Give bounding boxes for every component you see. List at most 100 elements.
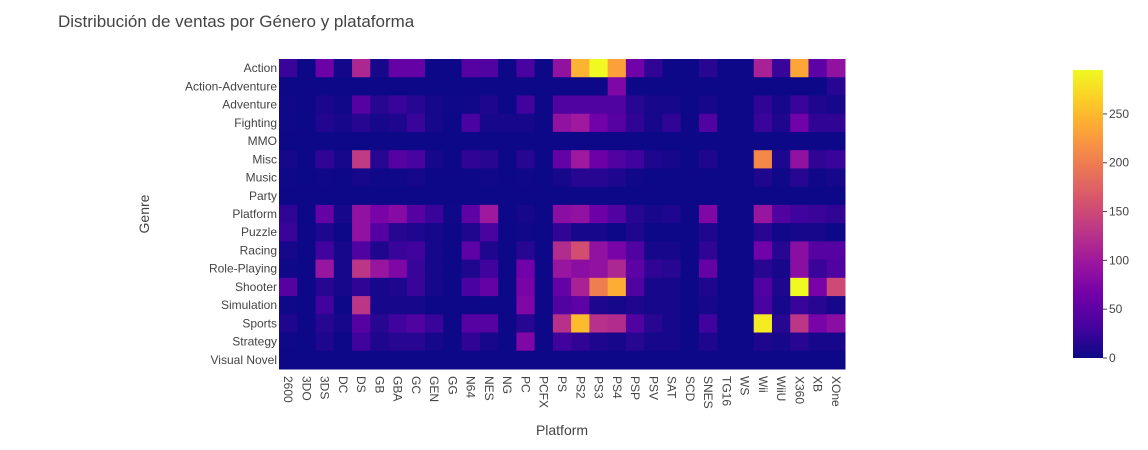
heatmap-cell bbox=[315, 186, 335, 206]
heatmap-cell bbox=[297, 168, 317, 188]
heatmap-cell bbox=[826, 241, 846, 261]
heatmap-cell bbox=[735, 277, 755, 297]
heatmap-cell bbox=[662, 350, 682, 370]
heatmap-cell bbox=[388, 131, 408, 151]
heatmap-cell bbox=[571, 186, 590, 206]
heatmap-cell bbox=[753, 204, 773, 224]
heatmap-cell bbox=[315, 95, 335, 115]
heatmap-cell bbox=[790, 204, 809, 224]
heatmap-cell bbox=[680, 150, 700, 169]
heatmap-cell bbox=[698, 204, 718, 224]
heatmap-cell bbox=[735, 350, 755, 370]
heatmap-cell bbox=[607, 59, 627, 78]
heatmap-cell bbox=[425, 150, 444, 169]
heatmap-cell bbox=[607, 150, 627, 169]
heatmap-cell bbox=[571, 350, 590, 370]
heatmap-cell bbox=[516, 314, 536, 334]
heatmap-cell bbox=[406, 241, 426, 261]
heatmap-cell bbox=[826, 223, 846, 242]
heatmap-cell bbox=[443, 77, 463, 96]
heatmap-cell bbox=[625, 150, 645, 169]
heatmap-cell bbox=[352, 113, 371, 133]
heatmap-cell bbox=[552, 131, 572, 151]
heatmap-cell bbox=[498, 223, 517, 242]
heatmap-cell bbox=[625, 131, 645, 151]
heatmap-cell bbox=[479, 259, 499, 279]
heatmap-cell bbox=[406, 77, 426, 96]
heatmap-cell bbox=[680, 241, 700, 261]
heatmap-cell bbox=[534, 296, 554, 315]
x-tick-label: SNES bbox=[701, 376, 715, 409]
heatmap-cell bbox=[790, 350, 809, 370]
heatmap-cell bbox=[607, 241, 627, 261]
heatmap-cell bbox=[352, 296, 371, 315]
heatmap-cell bbox=[352, 223, 371, 242]
heatmap-cell bbox=[370, 296, 390, 315]
heatmap-cell bbox=[498, 95, 517, 115]
heatmap-cell bbox=[771, 131, 791, 151]
heatmap-cell bbox=[771, 168, 791, 188]
heatmap-cell bbox=[607, 186, 627, 206]
heatmap-cell bbox=[552, 277, 572, 297]
heatmap-cell bbox=[461, 186, 481, 206]
y-tick-label: Party bbox=[249, 189, 277, 203]
x-tick-label: DS bbox=[354, 376, 368, 393]
heatmap-cell bbox=[771, 277, 791, 297]
heatmap-cell bbox=[644, 223, 663, 242]
heatmap-cell bbox=[425, 168, 444, 188]
heatmap-cell bbox=[461, 168, 481, 188]
heatmap-cell bbox=[425, 113, 444, 133]
heatmap-cell bbox=[698, 95, 718, 115]
heatmap-cell bbox=[698, 223, 718, 242]
heatmap-cell bbox=[625, 113, 645, 133]
heatmap-cell bbox=[425, 277, 444, 297]
heatmap-cell bbox=[644, 241, 663, 261]
heatmap-cell bbox=[552, 350, 572, 370]
heatmap-cell bbox=[461, 223, 481, 242]
heatmap-cell bbox=[297, 296, 317, 315]
heatmap-cell bbox=[315, 150, 335, 169]
chart-title: Distribución de ventas por Género y plat… bbox=[58, 12, 415, 31]
heatmap-cell bbox=[333, 150, 353, 169]
heatmap-cell bbox=[461, 314, 481, 334]
x-tick-label: X360 bbox=[792, 376, 806, 404]
heatmap-cell bbox=[333, 350, 353, 370]
heatmap-cell bbox=[571, 168, 590, 188]
heatmap-cell bbox=[753, 150, 773, 169]
heatmap-cell bbox=[333, 77, 353, 96]
heatmap-cell bbox=[552, 296, 572, 315]
heatmap-cell bbox=[826, 77, 846, 96]
heatmap-cell bbox=[698, 168, 718, 188]
heatmap-cell bbox=[443, 332, 463, 352]
heatmap-cell bbox=[425, 186, 444, 206]
heatmap-cell bbox=[571, 59, 590, 78]
heatmap-cell bbox=[589, 204, 609, 224]
heatmap-cell bbox=[552, 186, 572, 206]
heatmap-cell bbox=[406, 223, 426, 242]
heatmap-cell bbox=[790, 314, 809, 334]
heatmap-cell bbox=[698, 296, 718, 315]
heatmap-cell bbox=[790, 131, 809, 151]
x-tick-label: DC bbox=[336, 376, 350, 394]
heatmap-cell bbox=[735, 168, 755, 188]
heatmap-cell bbox=[826, 59, 846, 78]
heatmap-cell bbox=[717, 223, 736, 242]
heatmap-cell bbox=[388, 186, 408, 206]
heatmap-cell bbox=[698, 277, 718, 297]
heatmap-cell bbox=[625, 259, 645, 279]
heatmap-cell bbox=[479, 77, 499, 96]
heatmap-cell bbox=[352, 277, 371, 297]
heatmap-cell bbox=[771, 296, 791, 315]
x-tick-label: 3DO bbox=[299, 376, 313, 401]
heatmap-cell bbox=[443, 150, 463, 169]
heatmap-cell bbox=[498, 168, 517, 188]
y-tick-label: Racing bbox=[240, 243, 277, 257]
heatmap-cell bbox=[297, 241, 317, 261]
heatmap-cell bbox=[753, 241, 773, 261]
heatmap-cell bbox=[753, 350, 773, 370]
heatmap-cell bbox=[352, 186, 371, 206]
heatmap-cell bbox=[589, 150, 609, 169]
heatmap-cell bbox=[753, 113, 773, 133]
heatmap-cell bbox=[790, 113, 809, 133]
